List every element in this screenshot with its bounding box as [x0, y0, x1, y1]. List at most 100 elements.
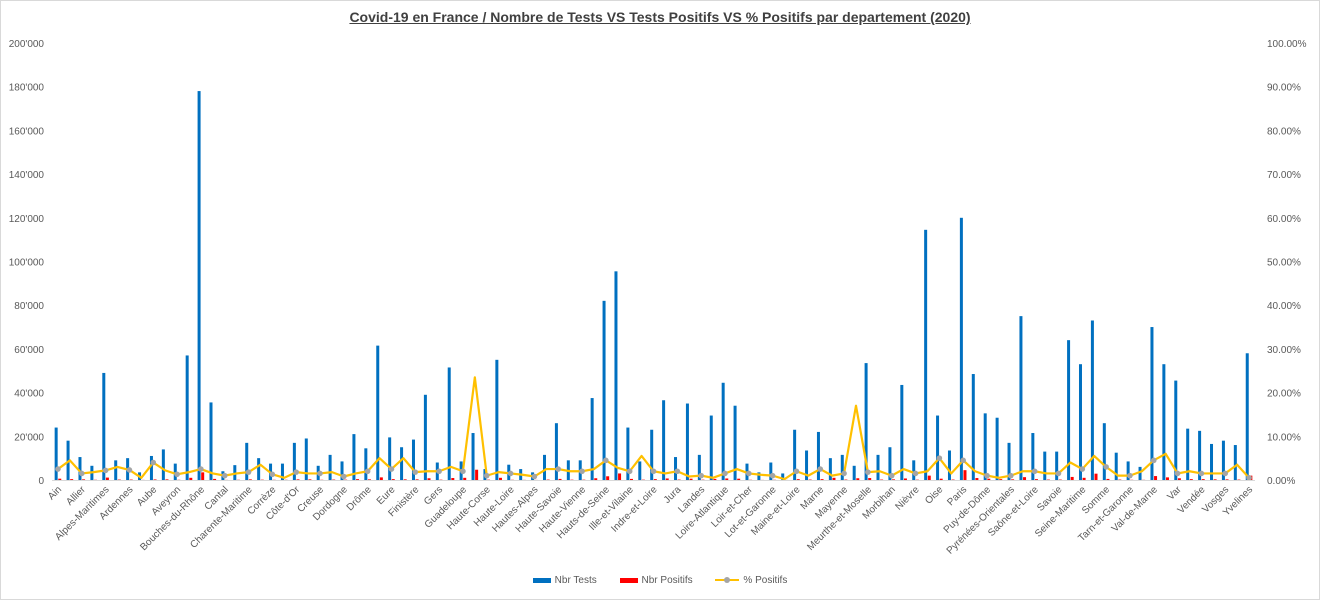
- legend-swatch-percent: [715, 576, 740, 584]
- bar-tests: [352, 434, 356, 480]
- legend-swatch-tests: [532, 577, 551, 583]
- percent-marker: [888, 472, 895, 479]
- bar-positifs: [987, 478, 991, 480]
- bar-positifs: [1213, 479, 1217, 480]
- percent-marker: [1174, 470, 1181, 477]
- y-left-tick-label: 180'000: [9, 83, 45, 94]
- bar-tests: [1198, 430, 1202, 480]
- percent-marker: [769, 472, 776, 479]
- percent-marker: [817, 466, 824, 472]
- bar-tests: [209, 402, 213, 480]
- y-left-tick-label: 0: [38, 476, 44, 487]
- bar-tests: [828, 458, 832, 480]
- bar-tests: [602, 300, 606, 480]
- percent-marker: [531, 473, 538, 480]
- bar-tests: [78, 457, 82, 480]
- bar-tests: [1114, 452, 1118, 480]
- y-left-tick-label: 160'000: [9, 126, 45, 137]
- bar-positifs: [427, 478, 431, 480]
- bar-positifs: [713, 478, 717, 480]
- bar-tests: [614, 271, 618, 480]
- bar-positifs: [558, 478, 562, 480]
- bar-tests: [1138, 466, 1142, 480]
- bar-tests: [936, 415, 940, 480]
- percent-marker: [984, 472, 990, 479]
- percent-marker: [1103, 464, 1109, 470]
- bar-tests: [721, 382, 725, 480]
- bar-tests: [161, 449, 165, 480]
- bar-tests: [1078, 364, 1082, 480]
- percent-marker: [388, 466, 395, 472]
- bar-tests: [1102, 423, 1106, 480]
- bar-tests: [411, 439, 415, 480]
- legend-item-percent: % Positifs: [715, 575, 787, 586]
- legend-swatch-positifs: [619, 577, 638, 583]
- bar-tests: [709, 415, 713, 480]
- bar-tests: [447, 367, 451, 480]
- bar-tests: [149, 455, 153, 480]
- bar-tests: [257, 458, 261, 480]
- bar-positifs: [248, 479, 252, 480]
- percent-marker: [745, 470, 752, 477]
- bar-tests: [54, 427, 58, 480]
- bar-tests: [650, 429, 654, 480]
- bar-tests: [185, 355, 189, 480]
- bar-positifs: [892, 479, 896, 480]
- y-right-tick-label: 60.00%: [1267, 214, 1301, 225]
- percent-marker: [1150, 457, 1157, 464]
- y-left-tick-label: 100'000: [9, 258, 45, 269]
- percent-marker: [1127, 472, 1133, 479]
- percent-marker: [936, 455, 943, 461]
- bar-positifs: [618, 473, 622, 480]
- bar-tests: [876, 454, 880, 480]
- legend: Nbr Tests Nbr Positifs % Positifs: [0, 575, 1320, 586]
- bar-tests: [1090, 320, 1094, 480]
- y-right-tick-label: 10.00%: [1267, 432, 1301, 443]
- bar-tests: [495, 359, 499, 480]
- percent-marker: [555, 466, 562, 472]
- bar-positifs: [999, 479, 1003, 480]
- y-right-tick-label: 100.00%: [1267, 39, 1307, 50]
- bar-tests: [388, 437, 392, 480]
- bar-positifs: [1023, 477, 1027, 480]
- percent-marker: [1246, 475, 1252, 481]
- x-tick-label: Ain: [46, 484, 64, 502]
- bar-positifs: [725, 478, 729, 480]
- percent-marker: [603, 457, 609, 464]
- bar-tests: [781, 473, 785, 480]
- bar-tests: [674, 457, 678, 480]
- percent-marker: [793, 468, 800, 475]
- bar-positifs: [105, 477, 109, 480]
- percent-marker: [341, 473, 347, 480]
- bar-positifs: [975, 478, 979, 480]
- y-left-tick-label: 40'000: [14, 389, 44, 400]
- bar-positifs: [1082, 477, 1086, 480]
- y-right-tick-label: 50.00%: [1267, 258, 1301, 269]
- y-right-tick-label: 0.00%: [1267, 476, 1295, 487]
- bar-positifs: [963, 470, 967, 480]
- bar-positifs: [1094, 473, 1098, 480]
- percent-marker: [1198, 470, 1205, 477]
- bar-positifs: [451, 478, 455, 480]
- bars-layer: [54, 91, 1253, 481]
- legend-item-tests: Nbr Tests: [532, 575, 597, 586]
- right-y-axis: 0.00% 10.00% 20.00% 30.00% 40.00% 50.00% 60.00…: [1267, 39, 1307, 487]
- left-y-axis: 0 20'000 40'000 60'000 80'000 100'000 120'000 1…: [9, 39, 45, 487]
- bar-positifs: [594, 478, 598, 480]
- bar-tests: [769, 462, 773, 480]
- bar-positifs: [737, 478, 741, 480]
- bar-tests: [173, 463, 177, 480]
- percent-marker: [102, 467, 109, 474]
- bar-positifs: [1154, 476, 1158, 480]
- percent-marker: [1222, 470, 1229, 477]
- bar-positifs: [1106, 478, 1110, 480]
- percent-marker: [722, 470, 728, 477]
- bar-tests: [1007, 442, 1011, 480]
- percent-marker: [960, 457, 966, 464]
- percent-marker: [698, 472, 704, 479]
- bar-tests: [1150, 327, 1154, 480]
- percent-marker: [412, 469, 419, 475]
- bar-positifs: [868, 478, 872, 480]
- bar-tests: [983, 413, 987, 480]
